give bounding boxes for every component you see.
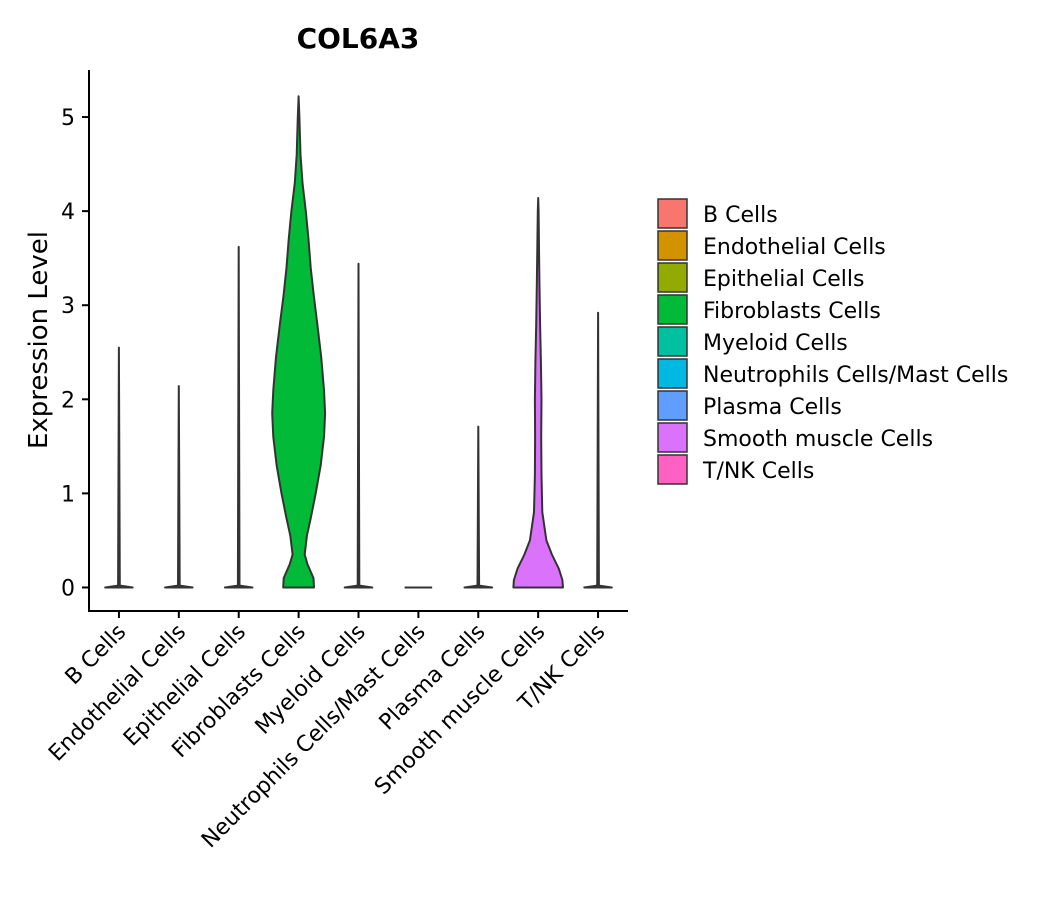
y-tick-label: 3 xyxy=(61,294,75,319)
legend-swatch xyxy=(657,230,688,261)
legend-label: Myeloid Cells xyxy=(703,331,848,356)
legend-label: T/NK Cells xyxy=(702,459,814,484)
x-tick-label: Plasma Cells xyxy=(375,620,491,736)
y-axis-label: Expression Level xyxy=(24,231,54,449)
legend-label: Plasma Cells xyxy=(703,395,842,420)
y-axis-ticks: 0 1 2 3 4 5 xyxy=(61,106,89,601)
legend-swatch xyxy=(657,358,688,389)
legend-swatch xyxy=(657,422,688,453)
y-tick-label: 5 xyxy=(61,106,75,131)
chart-title: COL6A3 xyxy=(297,22,420,55)
violin-8 xyxy=(583,311,613,589)
legend-swatch xyxy=(657,326,688,357)
violin-2 xyxy=(223,245,254,589)
legend-label: B Cells xyxy=(703,203,778,228)
legend-label: Neutrophils Cells/Mast Cells xyxy=(703,363,1008,388)
legend-label: Smooth muscle Cells xyxy=(703,427,933,452)
legend-swatch xyxy=(657,454,688,485)
y-tick-label: 0 xyxy=(61,576,75,601)
violin-group xyxy=(104,95,613,589)
violin-7 xyxy=(512,197,564,589)
violin-3 xyxy=(271,95,327,589)
legend-label: Fibroblasts Cells xyxy=(703,299,881,324)
violin-1 xyxy=(164,385,194,589)
legend-swatch xyxy=(657,262,688,293)
violin-4 xyxy=(343,262,374,589)
legend-label: Endothelial Cells xyxy=(703,235,886,260)
y-tick-label: 4 xyxy=(61,200,75,225)
violin-0 xyxy=(104,346,134,589)
violin-6 xyxy=(463,425,494,589)
legend-swatch xyxy=(657,198,688,229)
y-tick-label: 2 xyxy=(61,388,75,413)
legend-swatch xyxy=(657,294,688,325)
y-tick-label: 1 xyxy=(61,482,75,507)
legend: B Cells Endothelial Cells Epithelial Cells… xyxy=(657,198,1008,485)
legend-swatch xyxy=(657,390,688,421)
legend-label: Epithelial Cells xyxy=(703,267,864,292)
